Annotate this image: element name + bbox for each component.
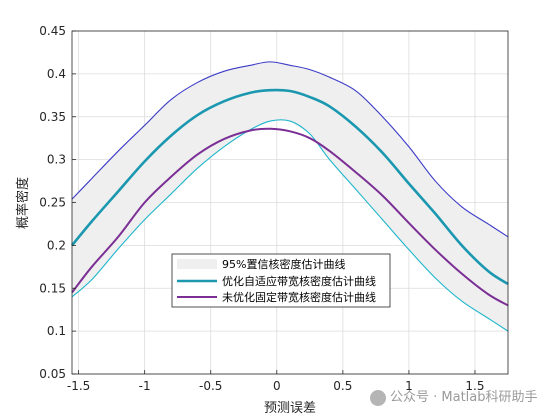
legend-label-adaptive: 优化自适应带宽核密度估计曲线 — [222, 274, 376, 288]
watermark: 公众号 · Matlab科研助手 — [370, 386, 538, 406]
x-tick-label: -0.5 — [199, 379, 222, 393]
x-tick-label: 1.5 — [465, 379, 484, 393]
band-upper-line — [71, 61, 509, 238]
series-group — [70, 88, 509, 307]
confidence-band — [71, 61, 509, 332]
watermark-text: 公众号 · Matlab科研助手 — [390, 390, 538, 405]
y-tick-label: 0.05 — [39, 367, 66, 381]
y-tick-label: 0.3 — [47, 153, 66, 167]
legend-swatch-band — [177, 259, 217, 269]
y-tick-label: 0.25 — [39, 196, 66, 210]
x-tick-label: -1 — [139, 379, 151, 393]
y-tick-label: 0.4 — [47, 67, 66, 81]
series-line-1 — [71, 127, 509, 307]
y-tick-label: 0.45 — [39, 24, 66, 38]
x-axis-label: 预测误差 — [264, 401, 316, 416]
series-line-0 — [70, 88, 509, 286]
x-tick-label: 1 — [405, 379, 413, 393]
band-fill — [72, 61, 508, 332]
wechat-logo-icon — [370, 389, 386, 406]
legend: 95%置信核密度估计曲线 优化自适应带宽核密度估计曲线 未优化固定带宽核密度估计… — [171, 253, 391, 308]
x-tick-label: 0.5 — [333, 379, 352, 393]
y-tick-label: 0.2 — [47, 238, 66, 252]
y-tick-label: 0.15 — [39, 281, 66, 295]
x-tick-label: 0 — [273, 379, 281, 393]
x-tick-label: -1.5 — [67, 379, 90, 393]
ticks: -1.5 -1 -0.5 0 0.5 1 1.5 0.05 0.1 0.15 0.2 0.25 0.3 0… — [39, 24, 484, 393]
legend-label-fixed: 未优化固定带宽核密度估计曲线 — [222, 290, 376, 304]
legend-label-band: 95%置信核密度估计曲线 — [222, 257, 345, 271]
y-tick-label: 0.1 — [47, 324, 66, 338]
band-lower-line — [71, 119, 509, 332]
y-tick-label: 0.35 — [39, 110, 66, 124]
y-axis-label: 概率密度 — [15, 177, 31, 229]
